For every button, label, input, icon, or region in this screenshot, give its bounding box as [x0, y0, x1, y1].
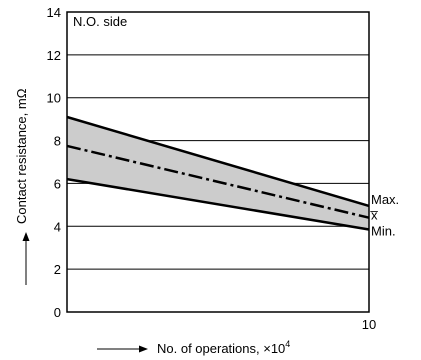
y-tick-label: 8 [54, 134, 61, 149]
series-label-min: Min. [371, 224, 396, 239]
y-axis-label-group: Contact resistance, mΩ [14, 88, 30, 285]
series-labels: Max.x̅Min. [370, 192, 399, 239]
x-axis-label: No. of operations, ×104 [157, 339, 290, 356]
x-tick-label: 10 [362, 317, 376, 332]
x-axis-label-group: No. of operations, ×104 [97, 339, 290, 356]
range-band [67, 117, 369, 230]
series-label-max: Max. [371, 192, 399, 207]
series-label-mean: x̅ [370, 208, 378, 223]
y-tick-label: 12 [47, 48, 61, 63]
y-tick-label: 4 [54, 219, 61, 234]
mean-line [66, 144, 370, 219]
y-axis-label: Contact resistance, mΩ [14, 88, 29, 224]
x-axis-label-text: No. of operations, ×10 [157, 341, 285, 356]
y-tick-label: 10 [47, 91, 61, 106]
y-tick-label: 6 [54, 176, 61, 191]
y-tick-label: 14 [47, 5, 61, 20]
y-axis-arrow-head [22, 232, 30, 241]
y-ticks: 0 2 4 6 8 10 12 14 [47, 5, 61, 320]
x-axis-label-exponent: 4 [285, 339, 290, 349]
plot-frame [66, 11, 370, 313]
x-axis-arrow-head [139, 345, 148, 353]
x-ticks: 10 [362, 317, 376, 332]
side-annotation: N.O. side [73, 14, 127, 29]
y-tick-label: 2 [54, 262, 61, 277]
y-tick-label: 0 [54, 305, 61, 320]
series-lines [66, 115, 370, 231]
min-line [66, 177, 370, 231]
max-line [66, 115, 370, 208]
